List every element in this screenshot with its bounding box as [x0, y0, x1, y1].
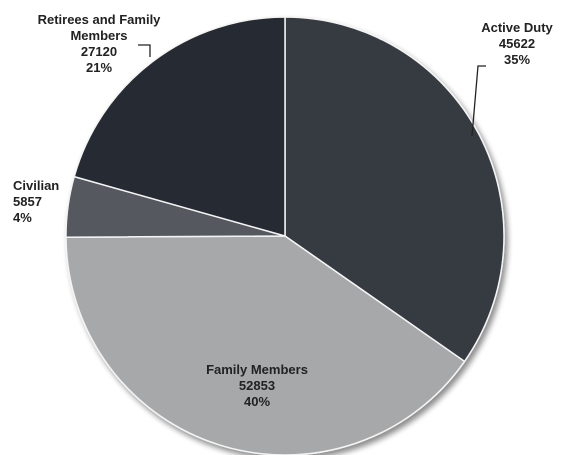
- slice-label-line: 5857: [13, 194, 42, 209]
- slice-label-line: 40%: [244, 394, 270, 409]
- slice-label-line: 4%: [13, 210, 32, 225]
- slice-label-line: Civilian: [13, 178, 59, 193]
- pie-slice-family-members: [65, 235, 466, 455]
- slice-label-line: Active Duty: [481, 20, 553, 35]
- slice-label-line: 45622: [499, 36, 535, 51]
- slice-label-line: 21%: [86, 60, 112, 75]
- pie-slice-active-duty: [284, 16, 505, 363]
- slice-label-line: Retirees and Family: [38, 12, 162, 27]
- pie-slice-retirees-and-family-members: [73, 16, 286, 237]
- slice-label-line: Family Members: [206, 362, 308, 377]
- leader-line-active-duty: [471, 65, 486, 137]
- slice-label-line: 35%: [504, 52, 530, 67]
- slice-label-line: 52853: [239, 378, 275, 393]
- leader-line-retirees-and-family-members: [138, 44, 151, 57]
- leader-lines: [138, 44, 486, 137]
- slice-label-line: 27120: [81, 44, 117, 59]
- pie-slices: [65, 16, 505, 455]
- slice-label-line: Members: [70, 28, 127, 43]
